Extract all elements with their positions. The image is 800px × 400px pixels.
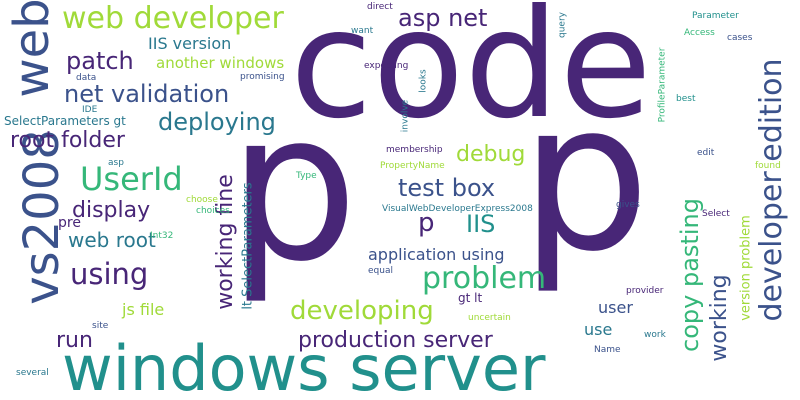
word-involve: involve xyxy=(400,99,411,133)
word-expecting: expecting xyxy=(364,61,409,71)
word-choices: choices xyxy=(196,206,230,216)
word-code: code xyxy=(290,0,652,152)
word-best: best xyxy=(676,94,696,104)
word-data: data xyxy=(76,73,97,83)
word-p: p xyxy=(228,69,359,307)
word-problem: problem xyxy=(422,261,547,296)
word-promising: promising xyxy=(240,72,285,82)
word-user: user xyxy=(598,298,633,317)
word-query: query xyxy=(557,12,568,38)
word-application-using: application using xyxy=(368,245,505,264)
word-deploying: deploying xyxy=(158,108,276,136)
word-parameter: Parameter xyxy=(692,11,739,21)
word-membership: membership xyxy=(386,145,443,155)
word-propertyname: PropertyName xyxy=(380,161,445,171)
word-working: working xyxy=(707,274,732,362)
word-root-folder: root folder xyxy=(10,128,125,153)
word-iis-version: IIS version xyxy=(148,34,232,53)
word-p: p xyxy=(418,208,435,238)
word-selectparameters-gt: SelectParameters gt xyxy=(4,114,126,128)
word-profileparameter: ProfileParameter xyxy=(657,47,668,123)
word-want: want xyxy=(351,26,374,36)
word-net-validation: net validation xyxy=(64,80,230,108)
word-p: p xyxy=(520,59,651,297)
word-gives: gives xyxy=(616,200,640,210)
word-select: Select xyxy=(702,209,730,219)
word-asp: asp xyxy=(108,158,124,168)
word-uncertain: uncertain xyxy=(468,313,511,323)
word-cases: cases xyxy=(727,33,753,43)
word-edit: edit xyxy=(697,148,715,158)
word-use: use xyxy=(584,320,613,339)
word-userid: UserId xyxy=(80,160,183,198)
word-js-file: js file xyxy=(122,300,165,319)
word-working-fine: working fine xyxy=(213,174,238,310)
word-direct: direct xyxy=(367,2,393,12)
word-production-server: production server xyxy=(298,328,493,353)
word-developer-edition: developer edition xyxy=(754,58,789,322)
word-int32: Int32 xyxy=(150,231,174,241)
word-web: web xyxy=(4,0,60,98)
word-equal: equal xyxy=(368,266,393,276)
word-debug: debug xyxy=(456,142,526,167)
word-iis: IIS xyxy=(466,210,496,238)
word-work: work xyxy=(644,330,666,340)
word-choose: choose xyxy=(186,195,218,205)
word-test-box: test box xyxy=(398,174,496,202)
word-type: Type xyxy=(296,171,317,181)
word-asp-net: asp net xyxy=(398,4,488,32)
word-looks: looks xyxy=(418,69,429,93)
word-found: found xyxy=(755,161,781,171)
word-name: Name xyxy=(594,345,621,355)
word-visualwebdeveloperexpress2008: VisualWebDeveloperExpress2008 xyxy=(382,204,533,214)
word-lt-selectparameters: lt SelectParameters xyxy=(240,182,256,310)
word-several: several xyxy=(16,368,49,378)
word-site: site xyxy=(92,321,109,331)
word-display: display xyxy=(72,198,151,223)
word-pre: pre xyxy=(58,215,81,231)
word-web-developer: web developer xyxy=(62,1,284,36)
word-using: using xyxy=(70,257,149,291)
word-provider: provider xyxy=(626,286,664,296)
word-web-root: web root xyxy=(68,228,156,252)
word-ide: IDE xyxy=(82,105,98,115)
word-copy-pasting: copy pasting xyxy=(676,198,704,352)
word-windows-server: windows server xyxy=(62,332,546,400)
word-version-problem: version problem xyxy=(738,215,754,321)
word-gt-lt: gt lt xyxy=(458,291,483,305)
word-patch: patch xyxy=(66,47,134,75)
word-run: run xyxy=(56,328,93,353)
word-developing: developing xyxy=(290,296,434,326)
word-another-windows: another windows xyxy=(156,54,285,72)
word-access: Access xyxy=(684,28,715,38)
